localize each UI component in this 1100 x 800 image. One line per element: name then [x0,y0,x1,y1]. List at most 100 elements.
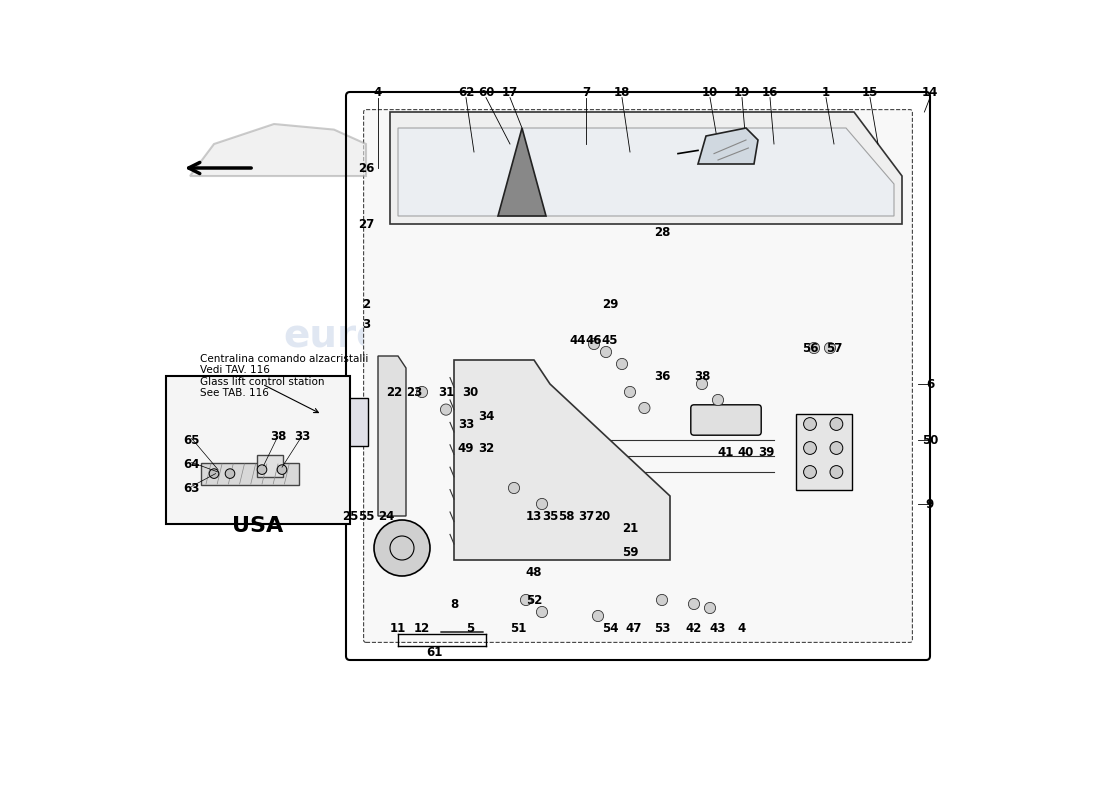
Text: 50: 50 [922,434,938,446]
Text: 18: 18 [614,86,630,98]
Text: 61: 61 [426,646,442,658]
FancyBboxPatch shape [796,414,851,490]
Text: 44: 44 [570,334,586,346]
Text: 63: 63 [184,482,200,494]
Circle shape [830,466,843,478]
Text: 46: 46 [585,334,603,346]
Circle shape [257,465,267,474]
PathPatch shape [398,128,894,216]
Text: 24: 24 [377,510,394,522]
Text: 54: 54 [602,622,618,634]
Text: 31: 31 [438,386,454,398]
Text: 38: 38 [270,430,286,442]
Text: 62: 62 [458,86,474,98]
Text: 59: 59 [621,546,638,558]
Text: 48: 48 [526,566,542,578]
Text: 2: 2 [362,298,370,310]
Text: 4: 4 [738,622,746,634]
Text: 34: 34 [477,410,494,422]
Circle shape [616,358,628,370]
PathPatch shape [378,356,406,516]
Circle shape [657,594,668,606]
Circle shape [830,442,843,454]
Text: 33: 33 [294,430,310,442]
Text: 41: 41 [718,446,734,458]
Text: 7: 7 [582,86,590,98]
Text: 43: 43 [710,622,726,634]
FancyBboxPatch shape [201,463,299,485]
Circle shape [593,610,604,622]
Text: 26: 26 [358,162,374,174]
Text: 58: 58 [558,510,574,522]
Text: 33: 33 [458,418,474,430]
Text: 40: 40 [738,446,755,458]
FancyBboxPatch shape [364,110,912,642]
Text: 12: 12 [414,622,430,634]
Text: 4: 4 [374,86,382,98]
Circle shape [417,386,428,398]
Text: 38: 38 [694,370,711,382]
Text: Centralina comando alzacristalli
Vedi TAV. 116
Glass lift control station
See TA: Centralina comando alzacristalli Vedi TA… [199,354,368,398]
Text: 25: 25 [342,510,359,522]
Text: 10: 10 [702,86,718,98]
Text: 20: 20 [594,510,610,522]
Text: 65: 65 [184,434,200,446]
Text: 17: 17 [502,86,518,98]
Text: 53: 53 [653,622,670,634]
Text: 6: 6 [926,378,934,390]
Text: 19: 19 [734,86,750,98]
Text: 9: 9 [926,498,934,510]
Circle shape [440,404,452,415]
Text: eurospares: eurospares [587,317,833,355]
Text: 51: 51 [509,622,526,634]
Text: 56: 56 [802,342,818,354]
FancyBboxPatch shape [691,405,761,435]
Circle shape [808,342,820,354]
Text: 64: 64 [184,458,200,470]
Text: 49: 49 [458,442,474,454]
Text: 35: 35 [542,510,558,522]
Circle shape [804,418,816,430]
PathPatch shape [390,112,902,224]
Circle shape [374,520,430,576]
FancyBboxPatch shape [166,376,350,524]
Circle shape [713,394,724,406]
Text: 11: 11 [389,622,406,634]
Circle shape [508,482,519,494]
Text: 28: 28 [653,226,670,238]
Circle shape [804,442,816,454]
PathPatch shape [698,128,758,164]
Text: eurospares: eurospares [284,317,529,355]
Text: 30: 30 [462,386,478,398]
Text: USA: USA [232,516,284,536]
Circle shape [537,498,548,510]
Text: 21: 21 [621,522,638,534]
Circle shape [537,606,548,618]
Text: 32: 32 [477,442,494,454]
FancyBboxPatch shape [257,455,283,477]
Circle shape [704,602,716,614]
Circle shape [689,598,700,610]
Circle shape [625,386,636,398]
PathPatch shape [498,128,546,216]
Text: 1: 1 [822,86,830,98]
Text: 52: 52 [526,594,542,606]
Text: 27: 27 [358,218,374,230]
Circle shape [601,346,612,358]
Text: 36: 36 [653,370,670,382]
FancyBboxPatch shape [305,398,367,446]
Circle shape [226,469,234,478]
PathPatch shape [454,360,670,560]
Text: 29: 29 [602,298,618,310]
Text: 13: 13 [526,510,542,522]
Circle shape [824,342,836,354]
Text: 45: 45 [602,334,618,346]
Text: 57: 57 [826,342,843,354]
Text: 16: 16 [762,86,778,98]
Text: 8: 8 [450,598,458,610]
Text: 22: 22 [386,386,403,398]
Text: 39: 39 [758,446,774,458]
Text: 14: 14 [922,86,938,98]
Text: 15: 15 [861,86,878,98]
Text: 47: 47 [626,622,642,634]
